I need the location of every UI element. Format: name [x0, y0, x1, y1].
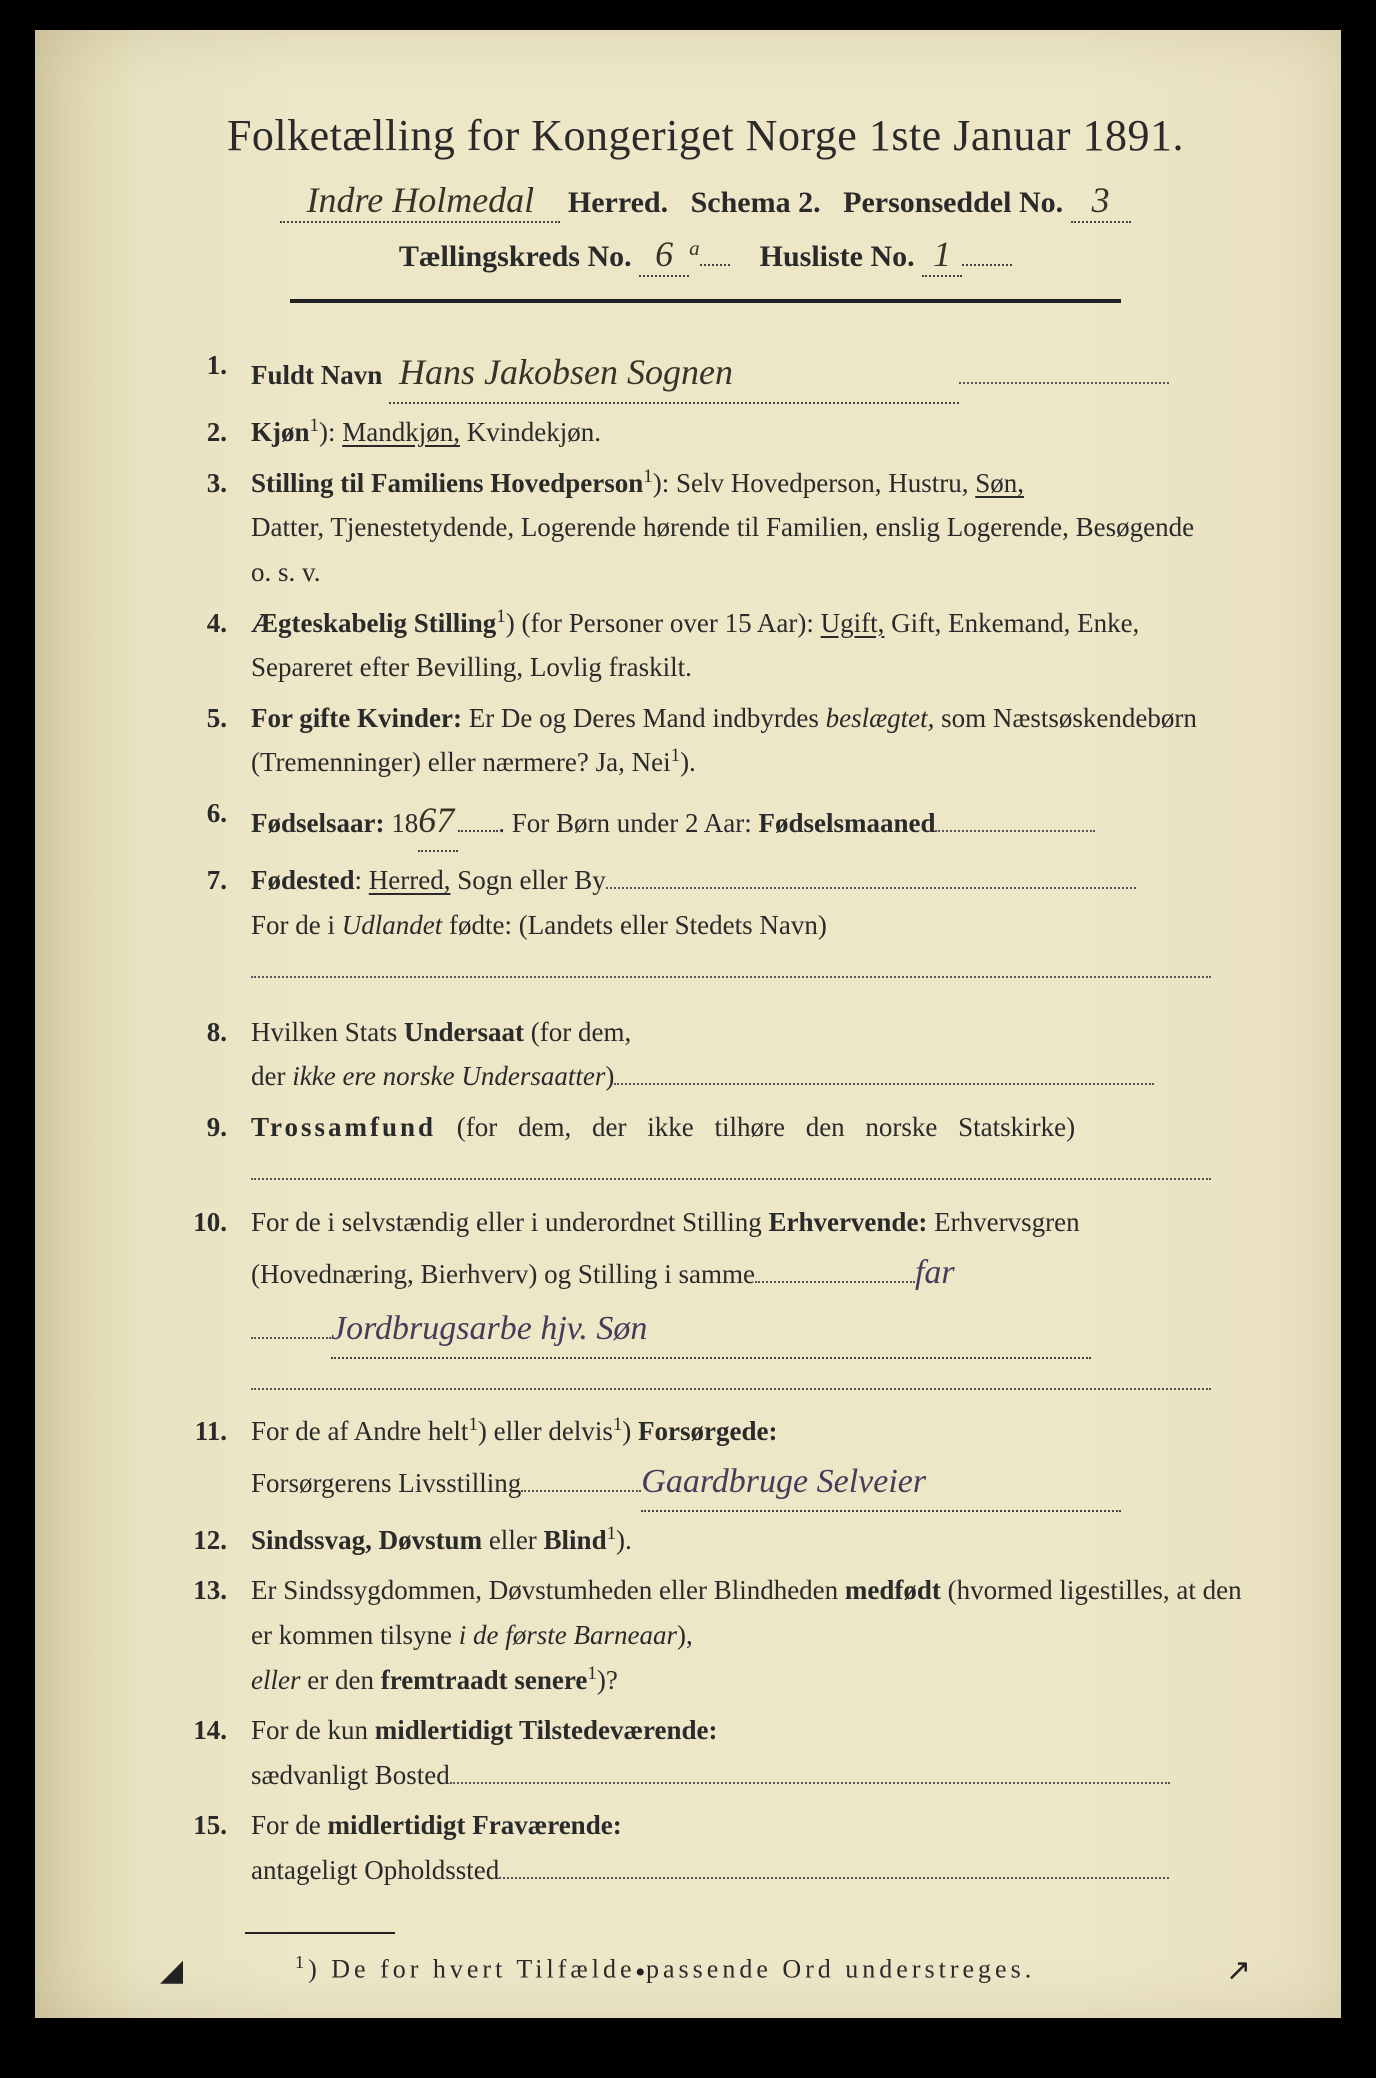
mark-right: ↗	[1226, 1953, 1251, 1988]
header-line-herred: Indre Holmedal Herred. Schema 2. Persons…	[165, 179, 1246, 223]
item-4-label: Ægteskabelig Stilling	[251, 608, 496, 638]
item-15-label: midlertidigt Fraværende:	[328, 1810, 622, 1840]
item-10-label: Erhvervende:	[768, 1207, 927, 1237]
personseddel-no: 3	[1071, 179, 1131, 223]
item-5: 5. For gifte Kvinder: Er De og Deres Man…	[165, 696, 1246, 785]
item-13: 13. Er Sindssygdommen, Døvstumheden elle…	[165, 1568, 1246, 1702]
item-num: 5.	[165, 696, 251, 785]
item-num: 1.	[165, 343, 251, 404]
header-rule	[290, 299, 1121, 303]
item-num: 2.	[165, 410, 251, 455]
item-num: 6.	[165, 791, 251, 852]
item-num: 12.	[165, 1518, 251, 1563]
item-1-name-hw: Hans Jakobsen Sognen	[389, 343, 959, 404]
item-num: 3.	[165, 461, 251, 595]
item-9: 9. Trossamfund (for dem, der ikke tilhør…	[165, 1105, 1246, 1194]
form-title: Folketælling for Kongeriget Norge 1ste J…	[165, 110, 1246, 161]
footnote: 1) De for hvert Tilfælde passende Ord un…	[295, 1952, 1246, 1985]
item-8-label: Undersaat	[404, 1017, 524, 1047]
item-10-hw: Jordbrugsarbe hjv. Søn	[331, 1301, 1091, 1359]
item-1-label: Fuldt Navn	[251, 360, 382, 390]
item-1: 1. Fuldt Navn Hans Jakobsen Sognen	[165, 343, 1246, 404]
footnote-rule	[245, 1932, 395, 1934]
item-14-label: midlertidigt Tilstedeværende:	[375, 1715, 718, 1745]
item-num: 10.	[165, 1200, 251, 1403]
header-line-kreds: Tællingskreds No. 6a Husliste No. 1	[165, 233, 1246, 277]
herred-handwritten: Indre Holmedal	[280, 179, 560, 223]
item-11-label: Forsørgede:	[638, 1416, 777, 1446]
item-7-selected: Herred,	[369, 865, 451, 895]
item-7-label: Fødested	[251, 865, 355, 895]
item-10-hw-end: far	[915, 1254, 955, 1291]
item-9-label: Trossamfund	[251, 1112, 436, 1142]
item-2: 2. Kjøn1): Mandkjøn, Kvindekjøn.	[165, 410, 1246, 455]
item-8: 8. Hvilken Stats Undersaat (for dem, der…	[165, 1010, 1246, 1099]
item-10: 10. For de i selvstændig eller i underor…	[165, 1200, 1246, 1403]
kreds-no: 6	[639, 233, 689, 277]
item-6-year-hw: 67	[418, 791, 458, 852]
item-num: 4.	[165, 601, 251, 690]
item-num: 14.	[165, 1708, 251, 1797]
item-12: 12. Sindssvag, Døvstum eller Blind1).	[165, 1518, 1246, 1563]
item-2-selected: Mandkjøn,	[342, 417, 460, 447]
form-items: 1. Fuldt Navn Hans Jakobsen Sognen 2. Kj…	[165, 343, 1246, 1892]
item-3-label: Stilling til Familiens Hovedperson	[251, 468, 643, 498]
mark-center: •	[635, 1956, 646, 1990]
husliste-no: 1	[922, 233, 962, 277]
item-11-hw: Gaardbruge Selveier	[641, 1454, 1121, 1512]
item-12-label: Sindssvag, Døvstum	[251, 1525, 482, 1555]
schema-label: Schema 2.	[691, 186, 821, 219]
item-num: 9.	[165, 1105, 251, 1194]
item-num: 7.	[165, 858, 251, 992]
item-6-label2: Fødselsmaaned	[758, 808, 935, 838]
item-3: 3. Stilling til Familiens Hovedperson1):…	[165, 461, 1246, 595]
item-6: 6. Fødselsaar: 1867. For Børn under 2 Aa…	[165, 791, 1246, 852]
item-4: 4. Ægteskabelig Stilling1) (for Personer…	[165, 601, 1246, 690]
item-num: 15.	[165, 1803, 251, 1892]
item-5-label: For gifte Kvinder:	[251, 703, 462, 733]
personseddel-label: Personseddel No.	[843, 186, 1063, 219]
item-11: 11. For de af Andre helt1) eller delvis1…	[165, 1409, 1246, 1512]
mark-left: ◢	[160, 1953, 183, 1988]
herred-label: Herred.	[568, 186, 668, 219]
item-6-label: Fødselsaar:	[251, 808, 384, 838]
item-3-selected: Søn,	[975, 468, 1024, 498]
item-14: 14. For de kun midlertidigt Tilstedevære…	[165, 1708, 1246, 1797]
kreds-label: Tællingskreds No.	[399, 240, 632, 273]
husliste-label: Husliste No.	[760, 240, 915, 273]
item-7: 7. Fødested: Herred, Sogn eller By For d…	[165, 858, 1246, 992]
census-form-page: Folketælling for Kongeriget Norge 1ste J…	[35, 30, 1341, 2018]
item-num: 11.	[165, 1409, 251, 1512]
item-13-label: medfødt	[845, 1575, 941, 1605]
item-num: 8.	[165, 1010, 251, 1099]
item-15: 15. For de midlertidigt Fraværende: anta…	[165, 1803, 1246, 1892]
item-num: 13.	[165, 1568, 251, 1702]
item-4-selected: Ugift,	[821, 608, 885, 638]
item-2-label: Kjøn	[251, 417, 310, 447]
kreds-super: a	[689, 236, 700, 260]
